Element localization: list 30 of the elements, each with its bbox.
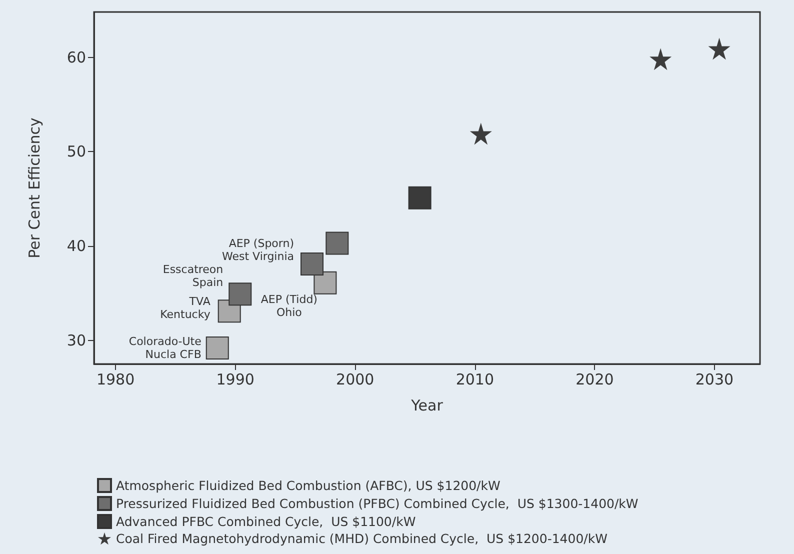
y-axis-title: Per Cent Efficiency (26, 117, 44, 258)
legend-label: Atmospheric Fluidized Bed Combustion (AFBC), US $1200/kW (116, 478, 500, 493)
y-tick-label: 40 (66, 237, 86, 256)
point (314, 271, 337, 294)
annotation: Colorado-Ute Nucla CFB (128, 334, 202, 361)
point (300, 252, 324, 276)
point (708, 38, 730, 60)
legend-label: Pressurized Fluidized Bed Combustion (PFBC) Combined Cycle, US $1300-1400/kW (116, 496, 638, 511)
y-tick-label: 60 (66, 48, 86, 66)
point (650, 48, 672, 70)
point (470, 122, 492, 145)
point (228, 282, 252, 306)
x-tick-label: 2000 (336, 370, 374, 388)
legend-label: Coal Fired Magnetohydrodynamic (MHD) Combined Cycle, US $1200-1400/kW (116, 531, 608, 546)
annotation: Esscatreon Spain (162, 263, 224, 290)
x-tick-label: 2020 (576, 370, 614, 388)
x-tick-label: 2010 (456, 370, 494, 388)
point (206, 336, 229, 360)
x-tick-label: 1980 (96, 370, 135, 388)
point (408, 186, 432, 210)
legend-label: Advanced PFBC Combined Cycle, US $1100/kW (116, 514, 416, 529)
x-tick-label: 1990 (216, 370, 254, 388)
annotation: AEP (Sporn) West Virginia (222, 236, 294, 263)
annotation: TVA Kentucky (160, 295, 211, 322)
y-tick-label: 30 (66, 331, 86, 350)
x-tick-label: 2030 (695, 370, 734, 388)
y-tick-label: 50 (66, 142, 86, 161)
annotation: AEP (Tidd) Ohio (260, 292, 318, 319)
point (326, 232, 349, 255)
x-axis-title: Year (410, 396, 444, 414)
